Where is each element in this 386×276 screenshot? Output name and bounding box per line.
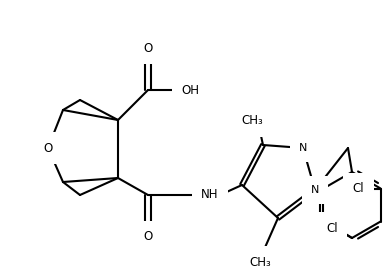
Text: OH: OH xyxy=(181,84,199,97)
Text: Cl: Cl xyxy=(326,222,338,235)
Text: O: O xyxy=(143,230,152,243)
Text: O: O xyxy=(43,142,52,155)
Text: CH₃: CH₃ xyxy=(241,115,263,128)
Text: CH₃: CH₃ xyxy=(249,256,271,269)
Text: N: N xyxy=(299,143,307,153)
Text: O: O xyxy=(143,41,152,54)
Text: Cl: Cl xyxy=(353,182,364,195)
Text: N: N xyxy=(311,185,319,195)
Text: NH: NH xyxy=(201,189,219,201)
